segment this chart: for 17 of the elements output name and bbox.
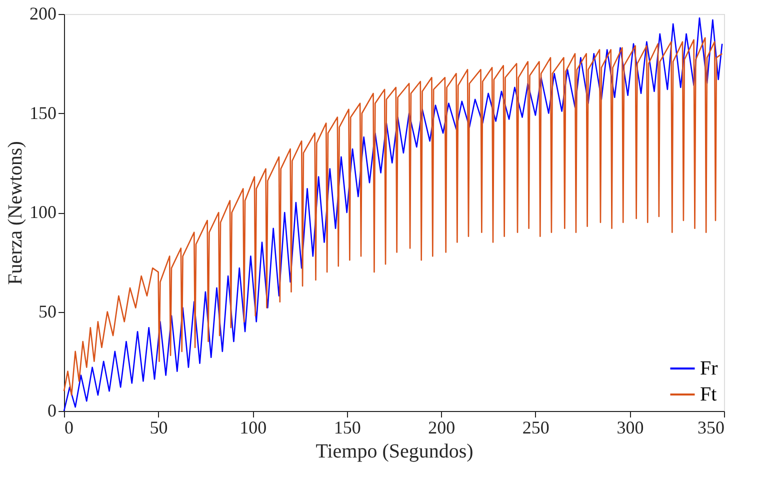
- x-tick-label: 200: [428, 418, 456, 438]
- x-tick-label: 50: [150, 418, 168, 438]
- y-axis-title: Fuerza (Newtons): [4, 141, 26, 285]
- legend-label: Fr: [700, 358, 718, 380]
- x-axis-title: Tiempo (Segundos): [316, 440, 474, 462]
- x-tick-label: 300: [616, 418, 644, 438]
- y-tick-label: 50: [38, 301, 56, 322]
- y-tick-label: 200: [30, 4, 56, 24]
- y-tick-label: 0: [48, 400, 56, 420]
- legend-label: Ft: [700, 384, 718, 406]
- y-tick-label: 100: [30, 202, 56, 222]
- x-tick-label: 350: [698, 418, 724, 438]
- y-tick-label: 150: [30, 102, 56, 123]
- x-tick-label: 100: [240, 418, 267, 438]
- x-tick-label: 250: [522, 418, 550, 438]
- x-tick-label: 0: [64, 418, 74, 438]
- x-tick-label: 150: [334, 418, 361, 438]
